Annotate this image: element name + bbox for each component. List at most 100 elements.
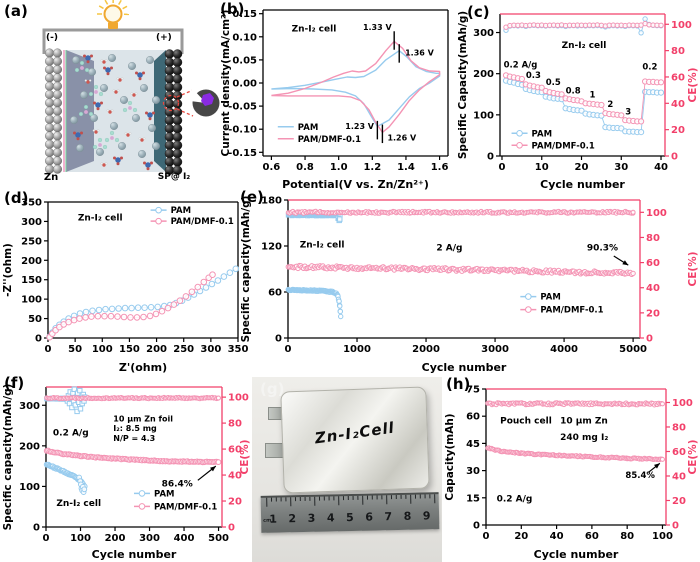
series-PAM/DMF-0.1 xyxy=(502,72,665,125)
magnifier-dashed-circle xyxy=(162,94,180,112)
svg-text:60: 60 xyxy=(671,72,685,83)
chart-f-svg: 0 100 200 300 400 5000100200300020406080100Cy… xyxy=(2,384,251,561)
svg-text:1.2: 1.2 xyxy=(363,162,381,173)
series-PAM/DMF-0.1 xyxy=(271,40,441,134)
series-e-s1 xyxy=(335,215,343,224)
panel-label-a: (a) xyxy=(4,2,28,20)
svg-text:3: 3 xyxy=(308,512,316,525)
svg-text:75: 75 xyxy=(466,385,480,396)
svg-text:-0.10: -0.10 xyxy=(228,125,257,136)
svg-text:-0.15: -0.15 xyxy=(228,148,257,159)
svg-text:PAM/DMF-0.1: PAM/DMF-0.1 xyxy=(540,306,603,316)
svg-text:0: 0 xyxy=(33,523,40,534)
svg-text:Potential(V vs. Zn/Zn²⁺): Potential(V vs. Zn/Zn²⁺) xyxy=(282,178,429,191)
svg-text:40: 40 xyxy=(671,99,685,110)
svg-text:0: 0 xyxy=(671,152,678,163)
svg-text:0: 0 xyxy=(43,533,50,544)
light-bulb-icon xyxy=(103,4,123,24)
series-PAM xyxy=(285,286,344,320)
svg-text:Specific capacity(mAh/g): Specific capacity(mAh/g) xyxy=(2,384,14,531)
chart-d-svg: 0 50 100 150 200 250 300 350 0 50 100 150 200 250 300 3… xyxy=(2,198,249,375)
svg-text:5: 5 xyxy=(346,511,354,524)
svg-text:300: 300 xyxy=(19,401,40,412)
svg-text:1: 1 xyxy=(269,513,277,526)
svg-text:300: 300 xyxy=(200,344,221,355)
svg-text:8: 8 xyxy=(404,510,412,523)
panel-label-e: (e) xyxy=(240,188,264,206)
svg-text:40: 40 xyxy=(550,531,564,542)
svg-text:1.26 V: 1.26 V xyxy=(387,133,417,142)
svg-text:0: 0 xyxy=(228,523,235,534)
svg-text:1.23 V: 1.23 V xyxy=(345,122,375,131)
svg-text:20: 20 xyxy=(671,125,685,136)
svg-text:CE(%): CE(%) xyxy=(687,252,699,287)
svg-text:Z'(ohm): Z'(ohm) xyxy=(119,361,167,374)
svg-text:PAM/DMF-0.1: PAM/DMF-0.1 xyxy=(298,135,361,145)
svg-text:Cycle number: Cycle number xyxy=(540,178,625,191)
svg-text:250: 250 xyxy=(21,236,42,247)
negative-terminal-label: (-) xyxy=(46,33,58,43)
svg-text:0.8: 0.8 xyxy=(566,86,581,96)
svg-text:10 μm Zn: 10 μm Zn xyxy=(560,416,608,426)
svg-text:20: 20 xyxy=(575,162,589,173)
svg-text:PAM: PAM xyxy=(154,489,175,499)
svg-text:100: 100 xyxy=(652,531,673,542)
svg-text:N/P = 4.3: N/P = 4.3 xyxy=(113,434,155,443)
svg-text:0.10: 0.10 xyxy=(232,32,257,43)
svg-text:CE(%): CE(%) xyxy=(239,440,251,475)
bulb-rays xyxy=(97,0,130,16)
svg-text:100: 100 xyxy=(19,482,40,493)
svg-text:100: 100 xyxy=(473,110,494,121)
svg-text:100: 100 xyxy=(672,398,693,409)
svg-text:200: 200 xyxy=(146,344,167,355)
svg-text:90.3%: 90.3% xyxy=(587,244,618,254)
svg-text:7: 7 xyxy=(384,510,392,523)
svg-text:200: 200 xyxy=(105,533,126,544)
svg-text:350: 350 xyxy=(228,344,249,355)
svg-text:Zn-I₂ cell: Zn-I₂ cell xyxy=(300,241,345,251)
svg-text:3: 3 xyxy=(625,107,631,117)
svg-text:80: 80 xyxy=(228,419,242,430)
sp-i2-electrode xyxy=(164,49,183,175)
series-PAM/DMF-0.1 xyxy=(43,447,222,466)
svg-text:9: 9 xyxy=(423,509,431,522)
svg-text:2: 2 xyxy=(607,100,613,110)
svg-text:Zn-I₂ cell: Zn-I₂ cell xyxy=(56,499,101,509)
svg-text:200: 200 xyxy=(21,256,42,267)
svg-text:0.8: 0.8 xyxy=(296,162,314,173)
electrolyte-molecules xyxy=(69,54,160,171)
panel-c: (c) 0 10 20 30 40 0 100 200 300 0 20 40 60 80 100 Cycle … xyxy=(455,0,700,192)
svg-text:50: 50 xyxy=(68,344,82,355)
svg-text:60: 60 xyxy=(585,531,599,542)
panel-a: (a) (-) (+) Zn SP@ I₂ xyxy=(0,0,222,188)
svg-text:200: 200 xyxy=(19,441,40,452)
svg-text:3000: 3000 xyxy=(481,344,509,355)
series-e-s2 xyxy=(285,208,636,216)
panel-label-g: (g) xyxy=(260,380,285,398)
svg-text:PAM/DMF-0.1: PAM/DMF-0.1 xyxy=(171,217,234,227)
svg-text:100: 100 xyxy=(92,344,113,355)
svg-text:Current density(mA/cm²): Current density(mA/cm²) xyxy=(220,10,232,157)
panel-b: (b) 0.6 0.8 1.0 1.2 1.4 1.6 -0.15 -0.10 -0.05 0.00… xyxy=(218,0,458,192)
svg-text:85.4%: 85.4% xyxy=(625,471,655,481)
pouch-handwritten-label: Zn-I₂Cell xyxy=(313,418,396,448)
panel-label-f: (f) xyxy=(4,374,25,392)
svg-text:4000: 4000 xyxy=(550,344,578,355)
svg-text:45: 45 xyxy=(466,439,480,450)
svg-text:Zn-I₂ cell: Zn-I₂ cell xyxy=(78,214,123,224)
svg-text:20: 20 xyxy=(672,496,686,507)
svg-text:4: 4 xyxy=(327,511,335,524)
panel-g: (g) Zn-I₂Cell cm 1 2 3 4 5 6 7 8 9 xyxy=(252,377,442,562)
pouch-cell-photo: Zn-I₂Cell xyxy=(280,386,430,494)
svg-text:100: 100 xyxy=(70,533,91,544)
svg-text:0.5: 0.5 xyxy=(546,78,561,88)
svg-text:40: 40 xyxy=(672,471,686,482)
svg-text:250: 250 xyxy=(173,344,194,355)
svg-text:300: 300 xyxy=(21,217,42,228)
series-PAM xyxy=(502,77,665,136)
svg-text:1.6: 1.6 xyxy=(431,162,449,173)
svg-text:CE(%): CE(%) xyxy=(687,440,699,475)
svg-text:0.15: 0.15 xyxy=(232,9,257,20)
svg-text:0: 0 xyxy=(499,162,506,173)
svg-text:5000: 5000 xyxy=(619,344,647,355)
